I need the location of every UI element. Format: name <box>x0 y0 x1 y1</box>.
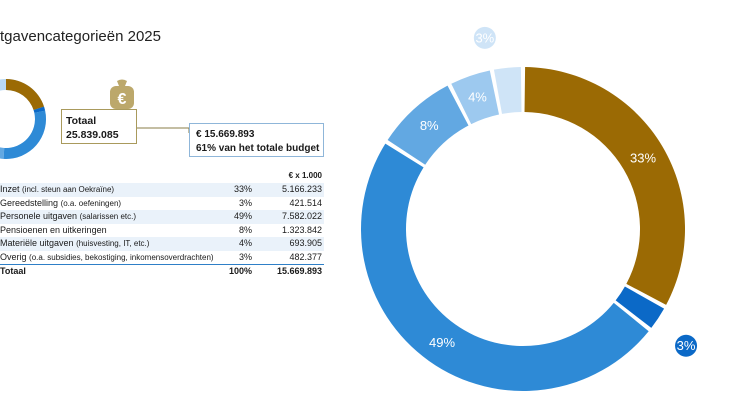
row-percentage: 8% <box>238 224 252 235</box>
donut-segment-overig <box>493 67 522 114</box>
table-row: Gereedstelling (o.a. oefeningen) 3% 421.51… <box>0 197 324 211</box>
table-row: Inzet (incl. steun aan Oekraïne) 33% 5.166… <box>0 183 324 197</box>
money-bag-icon: € <box>110 79 134 109</box>
donut-segment-inzet <box>524 67 685 305</box>
row-category-main: Materiële uitgaven <box>0 238 74 248</box>
total-box: Totaal 25.839.085 <box>61 109 137 144</box>
data-label-overig: 3% <box>475 30 494 45</box>
donut-segment-personeel <box>360 143 649 392</box>
data-label-materieel: 4% <box>468 90 487 105</box>
mini-donut-chart <box>0 79 46 159</box>
total-row-value: 15.669.893 <box>276 266 322 276</box>
donut-chart: 33% 3% 49% 8% 4% 3% <box>360 26 698 392</box>
table-row: Pensioenen en uitkeringen 8% 1.323.842 <box>0 224 324 238</box>
total-label: Totaal <box>66 115 97 127</box>
row-value: 1.323.842 <box>281 224 322 235</box>
row-category-detail: (huisvesting, IT, etc.) <box>76 239 150 248</box>
table-row: Materiële uitgaven (huisvesting, IT, etc… <box>0 237 324 251</box>
table-header: € x 1.000 <box>0 170 324 183</box>
table-row: Personele uitgaven (salarissen etc.) 49% 7… <box>0 210 324 224</box>
mini-donut-segment-inzet <box>6 79 45 111</box>
budget-amount: € 15.669.893 <box>196 129 255 140</box>
data-label-inzet: 33% <box>630 150 656 165</box>
mini-donut-segment-personeel <box>3 110 46 159</box>
row-category-detail: (salarissen etc.) <box>79 212 137 221</box>
total-row-label: Totaal <box>0 266 26 276</box>
data-label-gereedstelling: 3% <box>677 338 696 353</box>
row-category: Gereedstelling (o.a. oefeningen) <box>0 197 121 211</box>
row-category: Materiële uitgaven (huisvesting, IT, etc… <box>0 237 149 251</box>
row-category-detail: (o.a. subsidies, bekostiging, inkomensov… <box>29 252 214 262</box>
row-category-main: Gereedstelling <box>0 197 59 208</box>
row-value: 7.582.022 <box>281 211 322 221</box>
row-percentage: 3% <box>238 251 252 262</box>
row-percentage: 49% <box>233 211 252 221</box>
row-category-main: Overig <box>0 251 27 262</box>
row-value: 421.514 <box>289 197 322 208</box>
row-value: 693.905 <box>289 238 322 248</box>
row-percentage: 33% <box>233 184 252 194</box>
row-category: Pensioenen en uitkeringen <box>0 224 107 238</box>
data-label-pensioenen: 8% <box>420 118 439 133</box>
data-label-badge-gereedstelling <box>675 334 698 357</box>
table-rows: Inzet (incl. steun aan Oekraïne) 33% 5.166… <box>0 183 324 264</box>
table-total-row: Totaal 100% 15.669.893 <box>0 264 324 279</box>
total-row-pct: 100% <box>228 266 252 276</box>
row-category: Inzet (incl. steun aan Oekraïne) <box>0 183 114 197</box>
row-percentage: 4% <box>238 238 252 248</box>
data-label-badge-overig <box>473 26 496 49</box>
donut-segment-gereedstelling <box>615 286 665 328</box>
row-category: Overig (o.a. subsidies, bekostiging, ink… <box>0 251 214 265</box>
row-category-detail: (o.a. oefeningen) <box>60 198 122 208</box>
mini-donut-segment-pensioenen <box>0 147 5 159</box>
donut-segment-materieel <box>451 70 500 125</box>
row-value: 5.166.233 <box>281 184 322 194</box>
mini-donut-segment-gereedstelling <box>33 106 46 113</box>
expense-table: € x 1.000 Inzet (incl. steun aan Oekraïn… <box>0 170 324 279</box>
donut-segment-pensioenen <box>387 85 469 165</box>
row-category-main: Personele uitgaven <box>0 211 78 221</box>
unit-label: € x 1.000 <box>288 171 322 180</box>
table-row: Overig (o.a. subsidies, bekostiging, ink… <box>0 251 324 265</box>
connector-line <box>137 127 190 133</box>
row-category: Personele uitgaven (salarissen etc.) <box>0 210 136 224</box>
row-category-main: Inzet <box>0 184 20 194</box>
row-category-main: Pensioenen en uitkeringen <box>0 224 107 235</box>
chart-title: tgavencategorieën 2025 <box>0 28 161 45</box>
row-category-detail: (incl. steun aan Oekraïne) <box>22 185 115 194</box>
budget-box: € 15.669.893 61% van het totale budget <box>189 123 324 157</box>
wallet-euro-symbol: € <box>118 91 127 108</box>
row-value: 482.377 <box>289 251 322 262</box>
total-value: 25.839.085 <box>66 129 119 141</box>
row-percentage: 3% <box>238 197 252 208</box>
data-label-personeel: 49% <box>429 335 455 350</box>
budget-share: 61% van het totale budget <box>196 142 320 154</box>
